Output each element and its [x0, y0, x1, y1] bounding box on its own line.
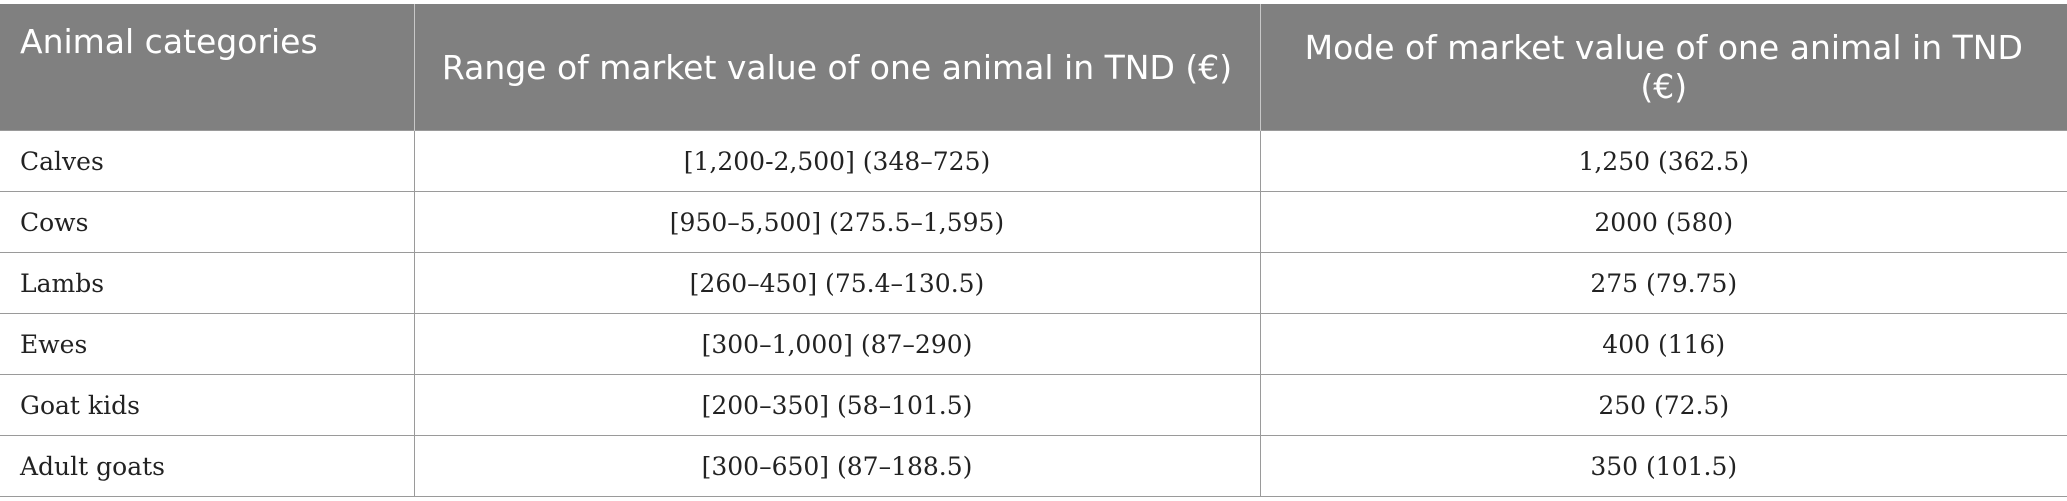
- cell-range: [1,200-2,500] (348–725): [413, 130, 1261, 192]
- cell-category: Goat kids: [0, 374, 415, 436]
- table-row: Lambs [260–450] (75.4–130.5) 275 (79.75): [0, 252, 2067, 314]
- header-range-market-value: Range of market value of one animal in T…: [413, 4, 1261, 131]
- cell-category: Cows: [0, 191, 415, 253]
- market-value-table: Animal categories Range of market value …: [0, 4, 2067, 497]
- cell-range: [300–1,000] (87–290): [413, 313, 1261, 375]
- cell-category: Calves: [0, 130, 415, 192]
- table-row: Goat kids [200–350] (58–101.5) 250 (72.5…: [0, 374, 2067, 436]
- cell-range: [300–650] (87–188.5): [413, 435, 1261, 497]
- table-row: Adult goats [300–650] (87–188.5) 350 (10…: [0, 435, 2067, 497]
- table-row: Calves [1,200-2,500] (348–725) 1,250 (36…: [0, 130, 2067, 192]
- cell-category: Ewes: [0, 313, 415, 375]
- table-body: Calves [1,200-2,500] (348–725) 1,250 (36…: [0, 130, 2067, 497]
- cell-range: [200–350] (58–101.5): [413, 374, 1261, 436]
- cell-category: Adult goats: [0, 435, 415, 497]
- cell-mode: 275 (79.75): [1259, 252, 2067, 314]
- cell-mode: 2000 (580): [1259, 191, 2067, 253]
- cell-range: [260–450] (75.4–130.5): [413, 252, 1261, 314]
- cell-mode: 400 (116): [1259, 313, 2067, 375]
- header-animal-categories: Animal categories: [0, 4, 415, 131]
- cell-category: Lambs: [0, 252, 415, 314]
- header-row: Animal categories Range of market value …: [0, 4, 2067, 131]
- cell-range: [950–5,500] (275.5–1,595): [413, 191, 1261, 253]
- table-row: Ewes [300–1,000] (87–290) 400 (116): [0, 313, 2067, 375]
- table-header: Animal categories Range of market value …: [0, 4, 2067, 131]
- cell-mode: 250 (72.5): [1259, 374, 2067, 436]
- cell-mode: 1,250 (362.5): [1259, 130, 2067, 192]
- cell-mode: 350 (101.5): [1259, 435, 2067, 497]
- header-mode-market-value: Mode of market value of one animal in TN…: [1259, 4, 2067, 131]
- table-row: Cows [950–5,500] (275.5–1,595) 2000 (580…: [0, 191, 2067, 253]
